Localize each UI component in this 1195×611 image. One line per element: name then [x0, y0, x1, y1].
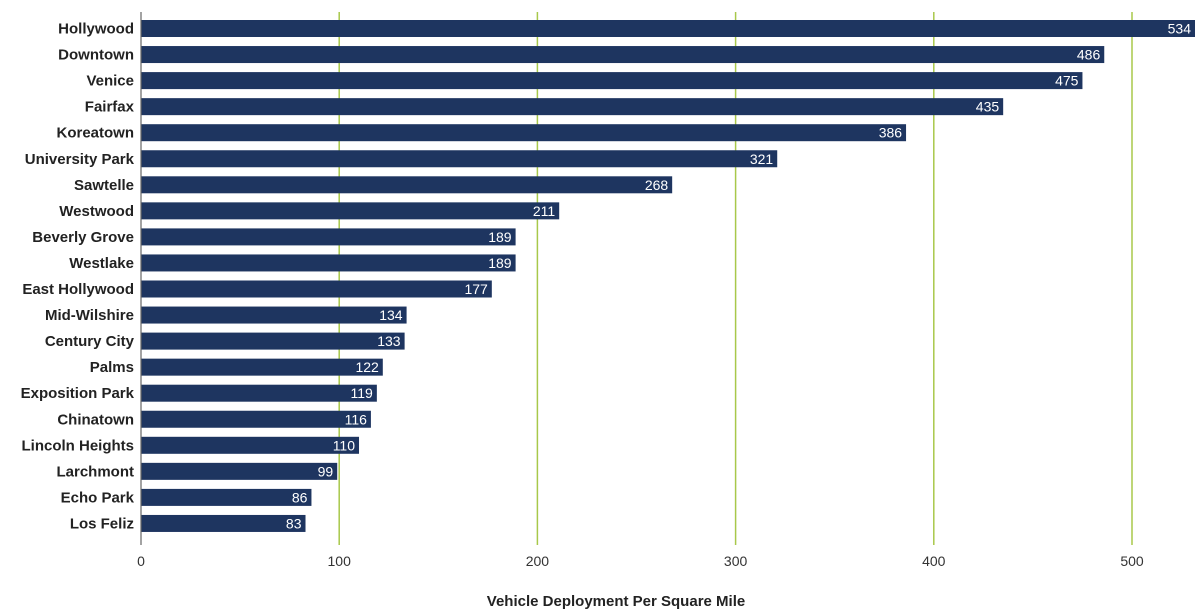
bar — [141, 150, 778, 168]
bar — [141, 358, 383, 376]
value-label: 134 — [379, 307, 403, 323]
category-label: Fairfax — [85, 99, 135, 116]
bar — [141, 462, 338, 480]
category-label: Palms — [90, 359, 134, 376]
value-label: 268 — [645, 177, 669, 193]
x-tick-label: 400 — [922, 553, 946, 569]
bar — [141, 176, 673, 194]
bar — [141, 410, 371, 428]
value-label: 321 — [750, 151, 774, 167]
value-label: 99 — [318, 463, 334, 479]
category-label: Westlake — [69, 255, 134, 272]
value-label: 386 — [879, 125, 903, 141]
x-tick-label: 100 — [328, 553, 352, 569]
value-label: 83 — [286, 515, 302, 531]
bar — [141, 46, 1105, 64]
bar — [141, 72, 1083, 90]
category-label: Hollywood — [58, 21, 134, 38]
category-label: Exposition Park — [21, 385, 135, 402]
value-label: 189 — [488, 255, 512, 271]
x-tick-label: 300 — [724, 553, 748, 569]
x-tick-label: 200 — [526, 553, 550, 569]
category-label: Koreatown — [56, 125, 134, 142]
value-label: 116 — [345, 411, 368, 427]
value-label: 110 — [333, 437, 356, 453]
bar — [141, 332, 405, 350]
value-label: 119 — [351, 385, 374, 401]
category-label: Venice — [86, 73, 134, 90]
bar — [141, 280, 492, 298]
value-label: 534 — [1168, 21, 1192, 37]
x-tick-label: 0 — [137, 553, 145, 569]
value-label: 86 — [292, 489, 308, 505]
bar — [141, 124, 907, 142]
category-label: Larchmont — [56, 463, 134, 480]
category-label: Lincoln Heights — [22, 437, 135, 454]
bar — [141, 306, 407, 324]
bar — [141, 228, 516, 246]
category-label: Beverly Grove — [32, 229, 134, 246]
bar — [141, 202, 560, 220]
bar — [141, 98, 1004, 116]
value-label: 133 — [377, 333, 401, 349]
value-label: 435 — [976, 99, 1000, 115]
x-tick-label: 500 — [1120, 553, 1144, 569]
category-label: Los Feliz — [70, 515, 134, 532]
category-label: Sawtelle — [74, 177, 134, 194]
bar — [141, 384, 377, 402]
bar — [141, 254, 516, 272]
category-label: Echo Park — [61, 489, 135, 506]
value-label: 486 — [1077, 47, 1101, 63]
category-label: Downtown — [58, 47, 134, 64]
bar — [141, 20, 1195, 37]
category-label: East Hollywood — [22, 281, 134, 298]
value-label: 122 — [355, 359, 379, 375]
category-labels: Hollywood Downtown Venice Fairfax Koreatown U… — [21, 21, 135, 533]
bar — [141, 514, 306, 532]
category-label: Century City — [45, 333, 135, 350]
value-label: 211 — [533, 203, 556, 219]
x-tick-labels: 0 100 200 300 400 500 — [137, 553, 1144, 569]
bar — [141, 436, 360, 454]
value-label: 475 — [1055, 73, 1079, 89]
value-label: 177 — [464, 281, 488, 297]
bars — [141, 20, 1195, 532]
value-label: 189 — [488, 229, 512, 245]
category-label: Westwood — [59, 203, 134, 220]
category-label: Mid-Wilshire — [45, 307, 134, 324]
category-label: Chinatown — [57, 411, 134, 428]
grid-lines — [338, 12, 1133, 545]
x-axis-title: Vehicle Deployment Per Square Mile — [487, 593, 745, 610]
bar — [141, 488, 312, 506]
value-labels: 5344864754353863212682111891891771341331… — [286, 21, 1191, 532]
category-label: University Park — [25, 151, 135, 168]
